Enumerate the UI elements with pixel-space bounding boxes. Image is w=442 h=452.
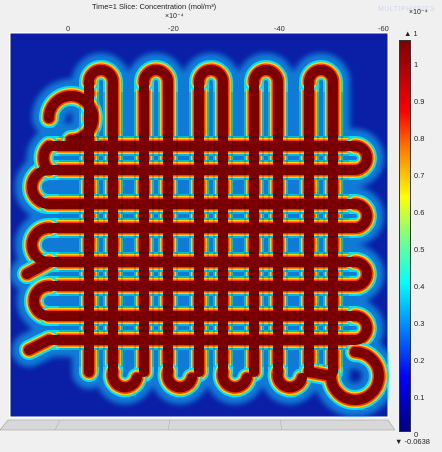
channel-core-path — [29, 281, 54, 321]
colorbar-max: ▲ 1 — [404, 29, 418, 38]
x-tick-0: 0 — [66, 24, 71, 33]
channel-core-path — [24, 335, 54, 355]
channel-core-path — [272, 367, 307, 393]
colorbar-tick: 0.7 — [414, 171, 425, 180]
channel-core-path — [84, 65, 118, 377]
colorbar-tick: 0.5 — [414, 245, 425, 254]
x-tick-1: -20 — [168, 24, 179, 33]
colorbar-tick: 0.1 — [414, 393, 425, 402]
channel-core-path — [107, 367, 142, 393]
channel-core-path — [44, 141, 372, 175]
channel-core-path — [22, 257, 54, 279]
channel-core-path — [162, 367, 197, 393]
channel-core-path — [194, 65, 228, 377]
colorbar-tick: 0.8 — [414, 134, 425, 143]
colorbar-tick: 1 — [414, 60, 419, 69]
channel-cores — [22, 65, 384, 405]
x-tick-2: -40 — [274, 24, 285, 33]
channel-core-path — [44, 257, 372, 291]
colorbar-tick: 0.6 — [414, 208, 425, 217]
colorbar-tick: 0.9 — [414, 97, 425, 106]
channel-core-path — [44, 199, 372, 233]
colorbar-tick: 0.4 — [414, 282, 425, 291]
colorbar-min: ▼ -0.0638 — [395, 437, 430, 446]
channel-core-path — [304, 65, 338, 377]
plot-header: Time=1 Slice: Concentration (mol/m³) ×10… — [0, 0, 442, 34]
channel-core-path — [44, 311, 372, 345]
colorbar-tick: 0.3 — [414, 319, 425, 328]
colorbar-exponent: ×10⁻⁴ — [409, 9, 428, 16]
axis-exponent: ×10⁻⁴ — [165, 13, 184, 20]
channel-core-path — [139, 65, 173, 377]
channel-core-path — [217, 367, 252, 393]
colorbar-tick: 0 — [414, 430, 419, 439]
colorbar-tick: 0.2 — [414, 356, 425, 365]
floor-plane — [0, 419, 395, 431]
watermark: MULTIPHYSICS — [378, 6, 436, 13]
x-tick-3: -60 — [378, 24, 389, 33]
channel-core-path — [249, 65, 283, 377]
mesh-lines — [59, 92, 349, 367]
colorbar — [399, 40, 411, 432]
concentration-plot[interactable] — [9, 32, 389, 418]
channel-core-path — [27, 165, 54, 209]
channel-core-path — [38, 141, 54, 175]
plot-title: Time=1 Slice: Concentration (mol/m³) — [92, 2, 217, 11]
channel-core-path — [304, 347, 384, 405]
